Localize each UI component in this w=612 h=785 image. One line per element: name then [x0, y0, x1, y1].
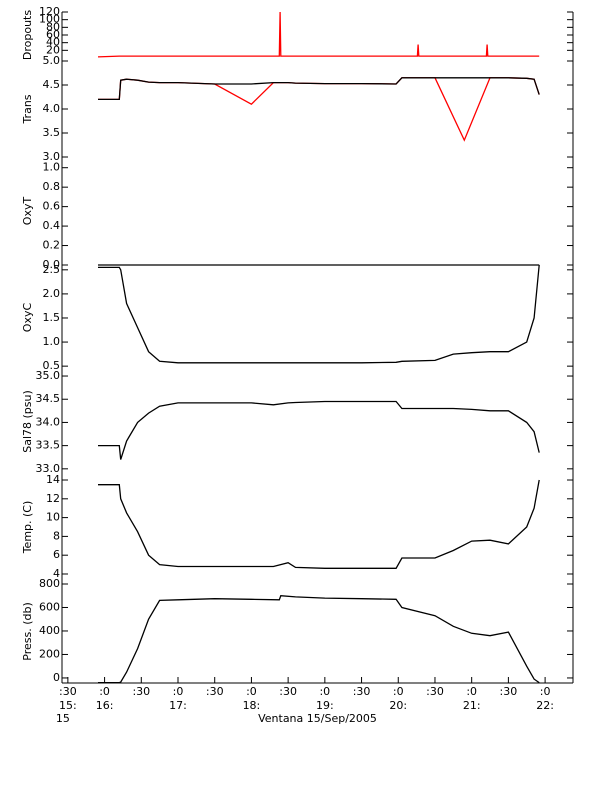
y-axis-label: Dropouts [21, 10, 34, 60]
y-tick-label: 0.2 [43, 239, 61, 252]
y-tick-label: 4 [53, 567, 60, 580]
x-tick-hour: 17: [169, 699, 187, 712]
y-tick-label: 34.0 [36, 415, 61, 428]
y-axis-label: Temp. (C) [21, 501, 34, 555]
y-tick-label: 200 [39, 647, 60, 660]
y-tick-label: 3.5 [43, 126, 61, 139]
y-tick-label: 0.0 [43, 258, 61, 271]
y-tick-label: 6 [53, 548, 60, 561]
y-axis-label: Sal78 (psu) [21, 390, 34, 453]
data-line [98, 595, 540, 684]
y-tick-label: 400 [39, 624, 60, 637]
x-tick-hour: 21: [463, 699, 481, 712]
x-tick-label: :30 [353, 685, 371, 698]
data-line [98, 264, 540, 364]
x-tick-label: :0 [466, 685, 477, 698]
y-tick-label: 0.4 [43, 219, 61, 232]
x-tick-hour: 15: [59, 699, 77, 712]
y-tick-label: 120 [39, 5, 60, 18]
x-tick-hour: 22: [536, 699, 554, 712]
x-tick-label: :0 [173, 685, 184, 698]
y-tick-label: 33.5 [36, 439, 61, 452]
y-axis-label: Trans [21, 94, 34, 124]
y-tick-label: 14 [46, 473, 60, 486]
x-tick-label: :30 [59, 685, 77, 698]
y-axis-label: Press. (db) [21, 602, 34, 661]
y-tick-label: 5.0 [43, 54, 61, 67]
y-tick-label: 80 [46, 20, 60, 33]
x-tick-label: :0 [246, 685, 257, 698]
y-tick-label: 1.5 [43, 311, 61, 324]
y-tick-label: 33.0 [36, 462, 61, 475]
y-axis-label: OxyC [21, 303, 34, 333]
x-tick-label: :30 [279, 685, 297, 698]
data-line [98, 479, 540, 569]
y-tick-label: 10 [46, 511, 60, 524]
data-line [98, 400, 540, 460]
x-tick-hour: 16: [96, 699, 114, 712]
x-tick-label: :0 [393, 685, 404, 698]
x-tick-label: :30 [426, 685, 444, 698]
y-tick-label: 20 [46, 43, 60, 56]
y-tick-label: 0.5 [43, 359, 61, 372]
y-tick-label: 0.6 [43, 200, 61, 213]
y-tick-label: 35.0 [36, 369, 61, 382]
y-tick-label: 100 [39, 13, 60, 26]
y-tick-label: 800 [39, 577, 60, 590]
data-line [98, 77, 540, 101]
y-tick-label: 1.0 [43, 335, 61, 348]
x-axis-label: Ventana 15/Sep/2005 [258, 712, 377, 725]
x-tick-label: :30 [132, 685, 150, 698]
y-tick-label: 12 [46, 492, 60, 505]
y-tick-label: 4.5 [43, 78, 61, 91]
y-tick-label: 40 [46, 36, 60, 49]
y-axis-label: OxyT [21, 197, 34, 226]
data-line [98, 77, 540, 142]
y-tick-label: 34.5 [36, 392, 61, 405]
y-tick-label: 600 [39, 600, 60, 613]
x-tick-hour: 20: [389, 699, 407, 712]
x-tick-label: :30 [500, 685, 518, 698]
x-tick-hour: 18: [243, 699, 261, 712]
x-tick-day: 15 [56, 712, 70, 725]
y-tick-label: 2.5 [43, 263, 61, 276]
y-tick-label: 0.8 [43, 180, 61, 193]
y-tick-label: 1.0 [43, 161, 61, 174]
x-tick-hour: 19: [316, 699, 334, 712]
data-line [97, 11, 540, 58]
y-tick-label: 3.0 [43, 150, 61, 163]
y-tick-label: 8 [53, 529, 60, 542]
x-tick-label: :30 [206, 685, 224, 698]
x-tick-label: :0 [99, 685, 110, 698]
x-tick-label: :0 [319, 685, 330, 698]
x-tick-label: :0 [540, 685, 551, 698]
y-tick-label: 60 [46, 28, 60, 41]
y-tick-label: 2.0 [43, 287, 61, 300]
y-tick-label: 0 [53, 671, 60, 684]
y-tick-label: 4.0 [43, 102, 61, 115]
